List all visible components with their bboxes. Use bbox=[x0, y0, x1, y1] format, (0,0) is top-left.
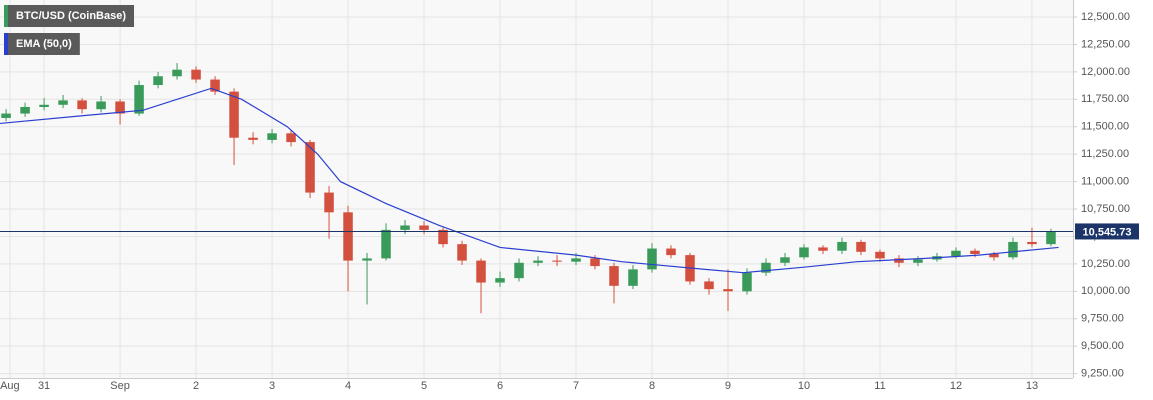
y-tick-label: 10,250.00 bbox=[1081, 258, 1130, 270]
legend-swatch bbox=[4, 33, 8, 55]
candle-body bbox=[742, 272, 752, 292]
y-tick-label: 11,250.00 bbox=[1081, 148, 1129, 160]
candle-body bbox=[286, 133, 296, 143]
ema-line bbox=[0, 87, 1059, 274]
candle-body bbox=[20, 106, 30, 114]
x-tick-label: 31 bbox=[38, 380, 50, 392]
candle-body bbox=[970, 250, 980, 255]
candle-body bbox=[495, 278, 505, 283]
candle-body bbox=[457, 244, 467, 261]
y-tick-label: 9,750.00 bbox=[1081, 313, 1124, 325]
legend-label: BTC/USD (CoinBase) bbox=[16, 10, 126, 22]
candle-body bbox=[799, 247, 809, 258]
candle-body bbox=[552, 260, 562, 262]
x-tick-label: 8 bbox=[649, 380, 655, 392]
candle-body bbox=[761, 262, 771, 273]
marks bbox=[0, 63, 1059, 314]
candle-body bbox=[153, 76, 163, 86]
candle-body bbox=[666, 248, 676, 256]
candle-body bbox=[343, 212, 353, 261]
candle-body bbox=[134, 85, 144, 114]
candle-body bbox=[1, 113, 11, 118]
legend-box bbox=[4, 33, 80, 55]
x-tick-label: Sep bbox=[110, 380, 130, 392]
x-tick-label: 9 bbox=[725, 380, 731, 392]
candle-body bbox=[362, 258, 372, 261]
legend: BTC/USD (CoinBase) EMA (50,0) bbox=[4, 5, 135, 55]
candle-body bbox=[837, 241, 847, 251]
candle-body bbox=[419, 225, 429, 230]
x-tick-label: 13 bbox=[1026, 380, 1038, 392]
y-tick-label: 10,750.00 bbox=[1081, 203, 1130, 215]
candle-body bbox=[1008, 241, 1018, 258]
plot-area bbox=[0, 0, 1073, 378]
candle-body bbox=[894, 258, 904, 263]
candle-body bbox=[229, 91, 239, 138]
legend-box bbox=[4, 5, 135, 27]
candle-body bbox=[381, 229, 391, 259]
candle-body bbox=[1046, 231, 1056, 245]
x-tick-label: 10 bbox=[798, 380, 810, 392]
candle-body bbox=[96, 101, 106, 110]
candle-body bbox=[533, 260, 543, 263]
y-tick-label: 9,500.00 bbox=[1081, 340, 1124, 352]
candle-body bbox=[571, 258, 581, 262]
legend-swatch bbox=[4, 5, 8, 27]
candle-body bbox=[77, 100, 87, 110]
candle-body bbox=[248, 137, 258, 140]
candle-body bbox=[780, 257, 790, 263]
candle-body bbox=[856, 241, 866, 252]
candle-body bbox=[58, 100, 68, 105]
candle-body bbox=[514, 262, 524, 279]
y-tick-label: 12,000.00 bbox=[1081, 66, 1130, 78]
candle-body bbox=[476, 260, 486, 283]
x-tick-label: 3 bbox=[269, 380, 275, 392]
candle-body bbox=[913, 259, 923, 263]
y-tick-label: 11,000.00 bbox=[1081, 175, 1129, 187]
candle-body bbox=[704, 281, 714, 290]
candle-body bbox=[172, 69, 182, 77]
candle-body bbox=[191, 69, 201, 80]
candle-body bbox=[305, 142, 315, 193]
x-tick-label: 5 bbox=[421, 380, 427, 392]
y-tick-label: 11,750.00 bbox=[1081, 93, 1129, 105]
y-tick-label: 12,250.00 bbox=[1081, 38, 1130, 50]
candle-body bbox=[951, 250, 961, 257]
legend-label: EMA (50,0) bbox=[16, 38, 72, 50]
y-tick-label: 9,250.00 bbox=[1081, 368, 1124, 380]
x-tick-label: 11 bbox=[874, 380, 885, 392]
candle-body bbox=[39, 104, 49, 107]
candle-body bbox=[989, 254, 999, 258]
x-tick-label: 4 bbox=[345, 380, 351, 392]
x-tick-label: 12 bbox=[950, 380, 962, 392]
last-price-label: 10,545.73 bbox=[1083, 226, 1132, 238]
y-tick-label: 12,500.00 bbox=[1081, 11, 1130, 23]
candle-body bbox=[115, 101, 125, 114]
candle-body bbox=[438, 229, 448, 245]
candle-body bbox=[628, 269, 638, 286]
candle-body bbox=[609, 266, 619, 286]
candle-body bbox=[875, 251, 885, 259]
candle-body bbox=[590, 258, 600, 267]
candle-body bbox=[1027, 241, 1037, 245]
x-tick-label: 6 bbox=[497, 380, 503, 392]
candle-body bbox=[647, 248, 657, 270]
candle-body bbox=[723, 289, 733, 292]
candle-body bbox=[210, 79, 220, 92]
candle-body bbox=[324, 192, 334, 213]
x-tick-label: Aug bbox=[0, 380, 20, 392]
candle-body bbox=[400, 225, 410, 230]
x-tick-label: 7 bbox=[573, 380, 579, 392]
grid bbox=[0, 0, 1073, 378]
x-tick-label: 2 bbox=[193, 380, 199, 392]
candle-body bbox=[267, 133, 277, 140]
candle-body bbox=[818, 247, 828, 251]
y-tick-label: 11,500.00 bbox=[1081, 121, 1129, 133]
y-tick-label: 10,000.00 bbox=[1081, 285, 1130, 297]
last-price-box bbox=[1075, 223, 1139, 240]
